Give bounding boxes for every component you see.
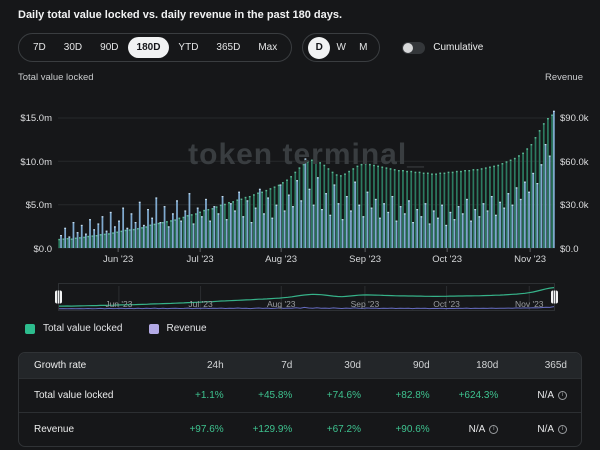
value-text: +1.1% <box>195 390 224 401</box>
left-tick-10m: $10.0m <box>2 157 52 168</box>
left-tick-0: $0.0 <box>2 244 52 255</box>
page-title: Daily total value locked vs. daily reven… <box>18 9 342 21</box>
tvl-90d-value: +82.8% <box>375 390 444 401</box>
tvl-30d-value: +74.6% <box>306 390 375 401</box>
right-tick-60k: $60.0k <box>560 157 598 168</box>
value-text: +97.6% <box>189 424 223 435</box>
granularity-day-button[interactable]: D <box>308 37 330 59</box>
revenue-24h-value: +97.6% <box>169 424 238 435</box>
header-7d: 7d <box>238 360 307 371</box>
header-180d: 180d <box>444 360 513 371</box>
table-row-tvl: Total value locked +1.1% +45.8% +74.6% +… <box>19 378 581 412</box>
revenue-swatch-icon <box>149 324 159 334</box>
value-text: +67.2% <box>327 424 361 435</box>
row-label-tvl: Total value locked <box>19 390 169 401</box>
left-axis-title: Total value locked <box>18 72 94 83</box>
tvl-365d-value: N/A <box>512 390 581 401</box>
legend-item-revenue[interactable]: Revenue <box>149 323 207 334</box>
legend-label-tvl: Total value locked <box>43 323 123 334</box>
legend-item-tvl[interactable]: Total value locked <box>25 323 123 334</box>
header-30d: 30d <box>306 360 375 371</box>
header-90d: 90d <box>375 360 444 371</box>
info-icon[interactable] <box>558 391 567 400</box>
header-24h: 24h <box>169 360 238 371</box>
granularity-selector: D W M <box>302 33 380 62</box>
table-header-row: Growth rate 24h 7d 30d 90d 180d 365d <box>19 353 581 378</box>
minimap-svg <box>59 284 554 310</box>
range-30d-button[interactable]: 30D <box>55 37 91 58</box>
x-tick-sep: Sep '23 <box>349 254 381 265</box>
info-icon[interactable] <box>558 425 567 434</box>
left-tick-15m: $15.0m <box>2 113 52 124</box>
cumulative-toggle[interactable] <box>402 42 425 54</box>
revenue-365d-value: N/A <box>512 424 581 435</box>
left-tick-5m: $5.0m <box>2 200 52 211</box>
minimap-label-oct: Oct '23 <box>433 299 460 309</box>
tvl-180d-value: +624.3% <box>444 390 513 401</box>
range-minimap[interactable]: Jun '23 Jul '23 Aug '23 Sep '23 Oct '23 … <box>58 283 555 311</box>
growth-rate-table: Growth rate 24h 7d 30d 90d 180d 365d Tot… <box>18 352 582 447</box>
x-tick-oct: Oct '23 <box>432 254 462 265</box>
range-max-button[interactable]: Max <box>249 37 286 58</box>
value-text: +129.9% <box>253 424 293 435</box>
tvl-7d-value: +45.8% <box>238 390 307 401</box>
range-365d-button[interactable]: 365D <box>207 37 249 58</box>
revenue-30d-value: +67.2% <box>306 424 375 435</box>
value-text: N/A <box>537 424 554 435</box>
granularity-week-button[interactable]: W <box>330 37 352 59</box>
header-growth-rate: Growth rate <box>19 360 169 371</box>
range-90d-button[interactable]: 90D <box>91 37 127 58</box>
x-tick-nov: Nov '23 <box>514 254 546 265</box>
revenue-180d-value: N/A <box>444 424 513 435</box>
main-chart-svg <box>58 98 555 254</box>
cumulative-label: Cumulative <box>433 42 483 53</box>
value-text: N/A <box>537 390 554 401</box>
right-tick-90k: $90.0k <box>560 113 598 124</box>
brush-handle-left[interactable] <box>55 291 62 304</box>
minimap-label-aug: Aug '23 <box>267 299 296 309</box>
minimap-label-jun: Jun '23 <box>105 299 132 309</box>
revenue-90d-value: +90.6% <box>375 424 444 435</box>
chart-controls: 7D 30D 90D 180D YTD 365D Max D W M Cumul… <box>18 33 582 62</box>
minimap-label-sep: Sep '23 <box>351 299 380 309</box>
header-365d: 365d <box>512 360 581 371</box>
table-row-revenue: Revenue +97.6% +129.9% +67.2% +90.6% N/A… <box>19 412 581 446</box>
range-180d-button[interactable]: 180D <box>128 37 170 58</box>
x-tick-aug: Aug '23 <box>265 254 297 265</box>
value-text: +82.8% <box>395 390 429 401</box>
toggle-knob-icon <box>403 43 413 53</box>
range-ytd-button[interactable]: YTD <box>169 37 207 58</box>
info-icon[interactable] <box>489 425 498 434</box>
granularity-month-button[interactable]: M <box>352 37 374 59</box>
tvl-swatch-icon <box>25 324 35 334</box>
x-tick-jul: Jul '23 <box>187 254 214 265</box>
value-text: +624.3% <box>459 390 499 401</box>
brush-handle-right[interactable] <box>551 291 558 304</box>
chart-legend: Total value locked Revenue <box>25 323 207 334</box>
right-tick-30k: $30.0k <box>560 200 598 211</box>
revenue-7d-value: +129.9% <box>238 424 307 435</box>
minimap-label-nov: Nov '23 <box>515 299 544 309</box>
value-text: +45.8% <box>258 390 292 401</box>
right-tick-0: $0.0 <box>560 244 598 255</box>
value-text: N/A <box>469 424 486 435</box>
x-tick-jun: Jun '23 <box>103 254 133 265</box>
value-text: +74.6% <box>327 390 361 401</box>
cumulative-control: Cumulative <box>402 42 483 54</box>
main-chart: $15.0m $10.0m $5.0m $0.0 $90.0k $60.0k $… <box>0 86 600 270</box>
range-7d-button[interactable]: 7D <box>24 37 55 58</box>
legend-label-revenue: Revenue <box>167 323 207 334</box>
value-text: +90.6% <box>395 424 429 435</box>
row-label-revenue: Revenue <box>19 424 169 435</box>
right-axis-title: Revenue <box>545 72 583 83</box>
tvl-24h-value: +1.1% <box>169 390 238 401</box>
time-range-selector: 7D 30D 90D 180D YTD 365D Max <box>18 33 292 62</box>
minimap-label-jul: Jul '23 <box>188 299 212 309</box>
